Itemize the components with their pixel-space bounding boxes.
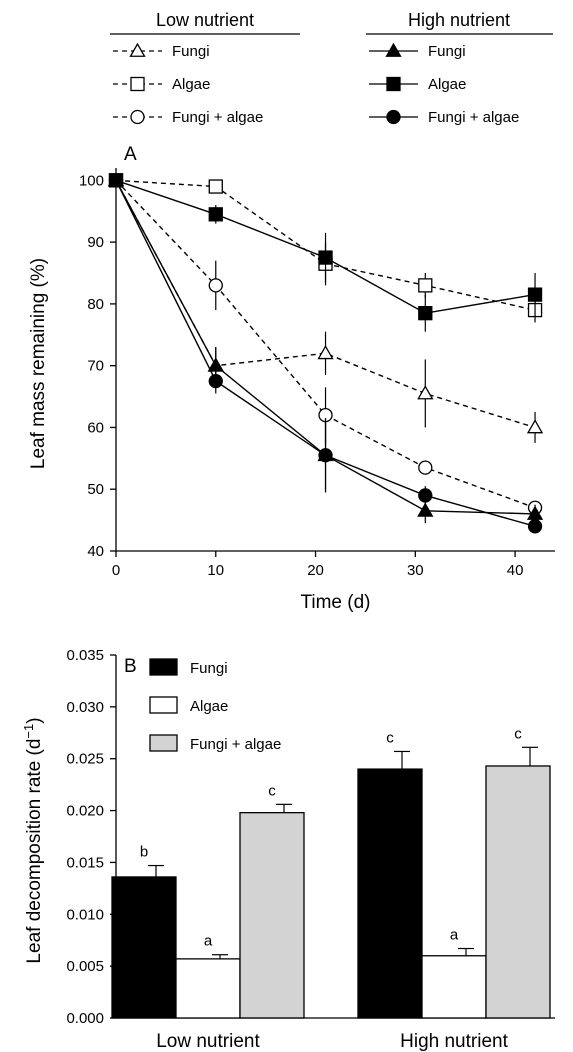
legend-label: Fungi [172,43,210,60]
legend-marker [130,76,145,92]
panel-b-y-tick-label: 0.035 [66,647,104,664]
bar-algae-high-nutrient [421,955,487,1019]
legend-label-algae: Algae [190,698,228,715]
legend-swatch-fungi [149,658,178,676]
data-point [418,278,433,293]
panel-b-bar-chart: 0.000 0.005 0.010 0.015 0.020 0.025 0.030 0.035… [21,647,555,1052]
bar-fungi-algae-low-nutrient [239,811,305,1019]
panel-b-y-tick-label: 0.020 [66,803,104,820]
series-high-nutrient-fungi-algae [108,173,543,534]
panel-a-y-tick-label: 40 [87,543,104,560]
panel-a-label: A [124,144,137,165]
panel-a-y-tick-label: 80 [87,296,104,313]
data-point [208,179,223,194]
panel-a-line-chart: 40 50 60 70 80 90 100 0 10 20 30 40 Time (d) Leaf mas… [28,144,555,613]
panel-a-y-tick-label: 50 [87,481,104,498]
legend-swatch-fungi-algae [149,734,178,752]
legend-marker [386,76,401,92]
panel-a-x-axis-title: Time (d) [300,592,370,613]
bar-fungi-high-nutrient [357,768,423,1019]
data-point [418,488,433,503]
panel-a-y-tick-label: 70 [87,358,104,375]
legend-label: Algae [428,76,466,93]
legend-label: Algae [172,76,210,93]
legend-label: Fungi + algae [172,109,263,126]
panel-a-x-tick-label: 30 [407,562,424,579]
data-point [208,373,223,389]
panel-b-y-tick-label: 0.025 [66,751,104,768]
data-point [208,278,223,293]
data-point [317,345,334,360]
data-point [417,385,434,400]
legend-marker [385,42,402,57]
data-point [318,448,333,463]
panel-a-x-tick-label: 20 [307,562,324,579]
bar-fungi-algae-high-nutrient [485,765,551,1019]
panel-a-x-tick-label: 0 [112,562,120,579]
panel-a-y-tick-label: 100 [79,172,104,189]
data-point [526,419,544,434]
legend-heading-high-nutrient: High nutrient [408,10,510,30]
data-point [108,173,124,188]
panel-a-y-axis-title: Leaf mass remaining (%) [28,258,49,469]
panel-b-label: B [124,656,137,677]
bar-algae-low-nutrient [175,958,241,1019]
data-point [417,502,434,517]
legend-label-fungi: Fungi [190,660,228,677]
panel-b-y-tick-label: 0.000 [66,1010,104,1027]
legend-label: Fungi [428,43,466,60]
panel-b-y-tick-label: 0.010 [66,906,104,923]
significance-letter: c [386,729,394,746]
data-point [418,460,433,475]
panel-a-legend: Low nutrient Fungi Algae Fungi + algae High … [110,10,553,126]
significance-letter: b [140,844,148,861]
panel-b-y-tick-label: 0.015 [66,854,104,871]
legend-label-fungi-algae: Fungi + algae [190,736,281,753]
panel-a-x-tick-label: 10 [207,562,224,579]
panel-b-y-axis-title: Leaf decomposition rate (d−1) [21,717,45,963]
significance-letter: c [268,782,276,799]
data-point [418,306,433,321]
data-point [527,519,543,534]
significance-letter: c [514,725,522,742]
legend-swatch-algae [149,696,178,714]
category-label-high-nutrient: High nutrient [400,1031,508,1052]
data-point [318,250,333,265]
panel-b-y-tick-label: 0.005 [66,958,104,975]
significance-letter: a [450,927,459,944]
legend-marker [386,109,401,125]
legend-heading-low-nutrient: Low nutrient [156,10,254,30]
bar-fungi-low-nutrient [111,876,177,1019]
data-point [208,207,223,222]
series-high-nutrient-algae [108,173,543,332]
legend-marker [129,42,146,57]
significance-letter: a [204,933,213,950]
legend-label: Fungi + algae [428,109,519,126]
panel-a-x-tick-label: 40 [507,562,524,579]
panel-a-y-tick-label: 60 [87,419,104,436]
category-label-low-nutrient: Low nutrient [156,1031,260,1052]
legend-marker [130,109,145,125]
data-point [527,287,543,302]
panel-a-y-tick-label: 90 [87,234,104,251]
panel-b-y-tick-label: 0.030 [66,699,104,716]
